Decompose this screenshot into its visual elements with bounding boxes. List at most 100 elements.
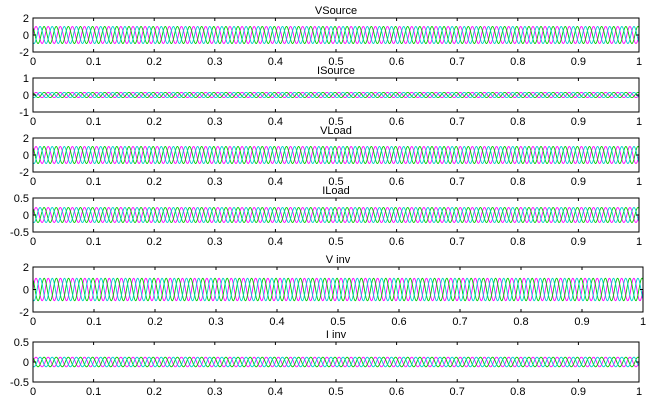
series-line-3 [33,146,639,164]
x-tick-label: 0.2 [147,56,162,68]
x-tick-label: 0 [30,236,36,248]
subplot-title: VLoad [320,125,352,137]
x-tick-label: 0.2 [147,386,162,398]
x-tick-label: 0.2 [147,116,162,128]
x-tick-label: 0.4 [268,236,283,248]
subplot-title: V inv [326,254,351,266]
x-tick-label: 0.4 [268,56,283,68]
series-line-1 [33,277,643,302]
x-tick-label: 0 [30,116,36,128]
series-line-2 [33,146,639,164]
series-line-3 [33,26,639,44]
x-tick-label: 0.5 [328,176,343,188]
y-tick-label: 0 [23,30,29,42]
x-tick-label: 0.6 [389,386,404,398]
series-line-2 [33,26,639,44]
x-tick-label: 0.1 [86,56,101,68]
y-tick-label: -2 [19,307,29,319]
x-tick-label: 0 [30,56,36,68]
subplot-title: ISource [317,65,355,77]
series-line-2 [33,277,643,302]
y-tick-label: 0.5 [14,337,29,349]
x-tick-label: 0.5 [328,386,343,398]
x-tick-label: 0.8 [510,176,525,188]
subplot-title: I inv [326,329,347,341]
x-tick-label: 0.9 [571,236,586,248]
x-tick-label: 0.6 [391,316,406,328]
x-tick-label: 0.2 [147,316,162,328]
x-tick-label: 0.1 [86,236,101,248]
subplot-6: 0 0.1 0.2 0.3 0.4 0.5 0.6 0.7 0.8 0.9 1-0.500.5I i… [10,329,642,398]
x-tick-label: 1 [636,236,642,248]
y-tick-label: -0.5 [10,377,29,389]
x-tick-label: 0.1 [86,116,101,128]
traces [33,207,639,223]
traces [33,91,639,99]
x-tick-label: 0.6 [389,116,404,128]
x-tick-label: 0.3 [207,386,222,398]
x-tick-label: 0.8 [510,116,525,128]
x-tick-label: 0.7 [450,56,465,68]
y-tick-label: -1 [19,107,29,119]
y-tick-label: -2 [19,47,29,59]
x-tick-label: 0.6 [389,236,404,248]
x-tick-label: 0.8 [510,386,525,398]
series-line-3 [33,356,639,368]
series-line-2 [33,207,639,223]
x-tick-label: 0.2 [147,176,162,188]
y-tick-label: 0.5 [14,193,29,205]
x-tick-label: 0.7 [450,386,465,398]
x-tick-label: 0.3 [208,316,223,328]
x-tick-label: 0.7 [450,116,465,128]
traces [33,145,639,165]
x-tick-label: 0.9 [571,56,586,68]
x-tick-label: 0.3 [207,176,222,188]
x-tick-label: 0.7 [450,236,465,248]
x-tick-label: 1 [640,316,646,328]
x-tick-label: 0.5 [328,56,343,68]
x-tick-label: 0.7 [450,176,465,188]
x-tick-label: 0.1 [86,386,101,398]
y-tick-label: 1 [23,73,29,85]
x-tick-label: 0.3 [207,236,222,248]
series-line-2 [33,92,639,98]
traces [33,356,639,368]
x-tick-label: 0.5 [330,316,345,328]
series-line-1 [33,356,639,368]
x-tick-label: 0.9 [574,316,589,328]
x-tick-label: 1 [636,56,642,68]
x-tick-label: 0.8 [510,56,525,68]
x-tick-label: 0.7 [452,316,467,328]
y-tick-label: 2 [23,13,29,25]
series-line-3 [33,207,639,223]
y-tick-label: -2 [19,167,29,179]
x-tick-label: 0.2 [147,236,162,248]
x-tick-label: 0.4 [268,176,283,188]
y-tick-label: 0 [23,150,29,162]
y-tick-label: 0 [23,285,29,297]
x-tick-label: 0.8 [513,316,528,328]
x-tick-label: 0.9 [571,176,586,188]
traces [33,277,643,302]
series-line-1 [33,145,639,165]
x-tick-label: 0 [30,176,36,188]
y-tick-label: 2 [23,133,29,145]
x-tick-label: 0.4 [269,316,284,328]
x-tick-label: 0.5 [328,236,343,248]
series-line-2 [33,356,639,368]
traces [33,25,639,45]
x-tick-label: 1 [636,116,642,128]
x-tick-label: 1 [636,386,642,398]
subplot-4: 0 0.1 0.2 0.3 0.4 0.5 0.6 0.7 0.8 0.9 1-0.500.5ILo… [10,185,642,248]
y-tick-label: 0 [23,210,29,222]
y-tick-label: -0.5 [10,227,29,239]
x-tick-label: 0.4 [268,386,283,398]
series-line-1 [33,207,639,223]
x-tick-label: 0.3 [207,116,222,128]
x-tick-label: 0.3 [207,56,222,68]
